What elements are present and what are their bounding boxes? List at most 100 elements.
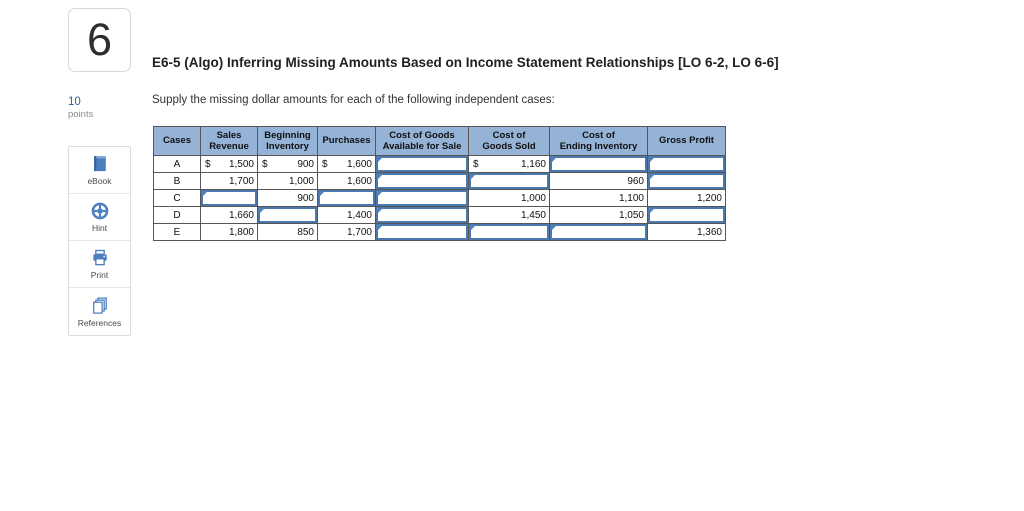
case-label-cell: A <box>153 155 201 173</box>
answer-input[interactable] <box>318 190 375 206</box>
ebook-button[interactable]: eBook <box>69 147 130 194</box>
column-header: Gross Profit <box>647 126 726 156</box>
cell-value: 1,160 <box>520 158 546 170</box>
value-cell: 1,050 <box>549 206 648 224</box>
cell-value: 850 <box>297 226 314 238</box>
table-row: C 900 1,000 1,100 1,200 <box>153 189 726 207</box>
value-cell: 1,660 <box>200 206 258 224</box>
answer-input[interactable] <box>648 173 725 189</box>
cell-value: 960 <box>627 175 644 187</box>
answer-flag-icon <box>377 225 383 231</box>
case-label-cell: D <box>153 206 201 224</box>
value-cell: $900 <box>257 155 318 173</box>
answer-cell <box>375 206 469 224</box>
answer-flag-icon <box>202 191 208 197</box>
table-row: D 1,660 1,400 1,450 1,050 <box>153 206 726 224</box>
references-button[interactable]: References <box>69 288 130 335</box>
column-header: Cost of Ending Inventory <box>549 126 648 156</box>
cases-table-container: Cases Sales Revenue Beginning Inventory Pur… <box>153 126 726 241</box>
dollar-sign: $ <box>262 158 268 170</box>
answer-flag-icon <box>259 208 265 214</box>
table-row: A $1,500 $900 $1,600 $1,160 <box>153 155 726 173</box>
cases-table: Cases Sales Revenue Beginning Inventory Pur… <box>153 126 726 241</box>
hint-button[interactable]: Hint <box>69 194 130 241</box>
print-button[interactable]: Print <box>69 241 130 288</box>
answer-input[interactable] <box>648 207 725 223</box>
answer-cell <box>647 155 726 173</box>
column-header: Beginning Inventory <box>257 126 318 156</box>
answer-input[interactable] <box>376 190 468 206</box>
question-number-box: 6 <box>68 8 131 72</box>
answer-input[interactable] <box>201 190 257 206</box>
answer-input[interactable] <box>469 173 549 189</box>
answer-cell <box>375 155 469 173</box>
ebook-icon <box>90 154 110 174</box>
answer-cell <box>257 206 318 224</box>
value-cell: 900 <box>257 189 318 207</box>
cell-value: 1,660 <box>228 209 254 221</box>
answer-input[interactable] <box>550 156 647 172</box>
cell-value: 1,200 <box>696 192 722 204</box>
answer-flag-icon <box>377 157 383 163</box>
references-label: References <box>77 317 122 328</box>
answer-flag-icon <box>551 225 557 231</box>
answer-input[interactable] <box>376 224 468 240</box>
column-header: Cost of Goods Available for Sale <box>375 126 469 156</box>
points-value: 10 <box>68 96 81 108</box>
value-cell: 1,450 <box>468 206 550 224</box>
dollar-sign: $ <box>322 158 328 170</box>
dollar-sign: $ <box>205 158 211 170</box>
value-cell: 1,400 <box>317 206 376 224</box>
answer-input[interactable] <box>376 156 468 172</box>
value-cell: 1,800 <box>200 223 258 241</box>
cell-value: 1,700 <box>228 175 254 187</box>
cell-value: 900 <box>297 158 314 170</box>
references-icon <box>90 296 110 316</box>
value-cell: 1,700 <box>200 172 258 190</box>
points-label: points <box>68 109 94 121</box>
value-cell: 1,000 <box>257 172 318 190</box>
cell-value: 1,800 <box>228 226 254 238</box>
answer-flag-icon <box>470 225 476 231</box>
answer-input[interactable] <box>550 224 647 240</box>
answer-flag-icon <box>377 208 383 214</box>
answer-cell <box>549 155 648 173</box>
cell-value: 1,100 <box>618 192 644 204</box>
answer-flag-icon <box>470 174 476 180</box>
answer-input[interactable] <box>469 224 549 240</box>
answer-flag-icon <box>649 208 655 214</box>
cell-value: 1,000 <box>520 192 546 204</box>
value-cell: 960 <box>549 172 648 190</box>
answer-cell <box>375 172 469 190</box>
answer-cell <box>468 223 550 241</box>
value-cell: $1,160 <box>468 155 550 173</box>
column-header: Cost of Goods Sold <box>468 126 550 156</box>
value-cell: 1,100 <box>549 189 648 207</box>
table-row: E 1,800 850 1,700 1,360 <box>153 223 726 241</box>
answer-input[interactable] <box>376 207 468 223</box>
answer-flag-icon <box>649 174 655 180</box>
column-header: Purchases <box>317 126 376 156</box>
table-row: B 1,700 1,000 1,600 960 <box>153 172 726 190</box>
answer-input[interactable] <box>376 173 468 189</box>
value-cell: 1,360 <box>647 223 726 241</box>
instruction-text: Supply the missing dollar amounts for ea… <box>152 94 555 106</box>
column-header: Sales Revenue <box>200 126 258 156</box>
cell-value: 1,600 <box>346 175 372 187</box>
cell-value: 1,600 <box>346 158 372 170</box>
answer-input[interactable] <box>648 156 725 172</box>
page-title: E6-5 (Algo) Inferring Missing Amounts Ba… <box>152 55 779 70</box>
cell-value: 1,700 <box>346 226 372 238</box>
answer-flag-icon <box>377 174 383 180</box>
case-label-cell: E <box>153 223 201 241</box>
column-header: Cases <box>153 126 201 156</box>
answer-cell <box>549 223 648 241</box>
dollar-sign: $ <box>473 158 479 170</box>
answer-input[interactable] <box>258 207 317 223</box>
cell-value: 1,000 <box>288 175 314 187</box>
value-cell: 1,700 <box>317 223 376 241</box>
answer-flag-icon <box>649 157 655 163</box>
cell-value: 1,050 <box>618 209 644 221</box>
value-cell: 850 <box>257 223 318 241</box>
